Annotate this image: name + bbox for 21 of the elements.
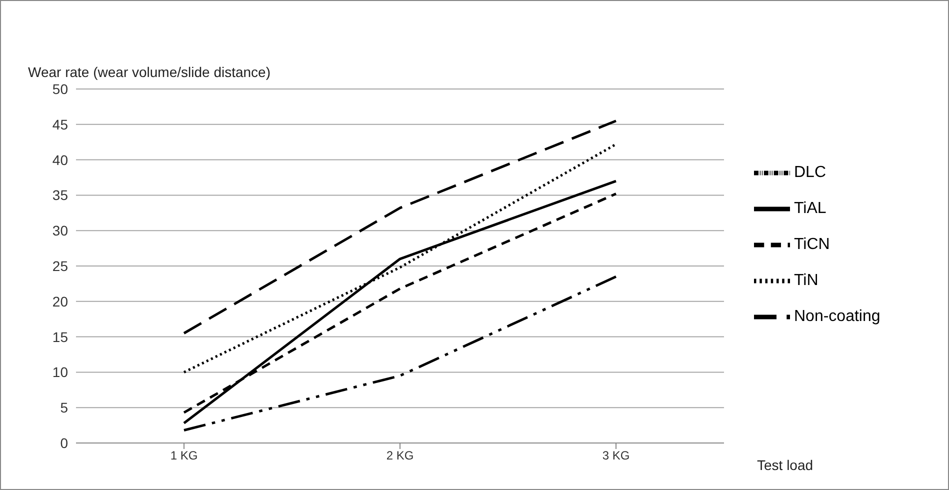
x-axis-title: Test load: [757, 457, 814, 473]
y-axis-title: Wear rate (wear volume/slide distance): [28, 64, 271, 80]
legend-label: Non-coating: [794, 308, 880, 326]
legend-label: DLC: [794, 164, 826, 182]
y-tick-label: 10: [52, 364, 68, 380]
y-tick-label: 25: [52, 258, 68, 274]
y-tick-label: 35: [52, 187, 68, 204]
x-tick-label: 2 KG: [386, 448, 414, 463]
y-tick-label: 5: [60, 400, 68, 416]
legend-label: TiCN: [794, 236, 830, 254]
y-tick-label: 20: [52, 293, 68, 310]
x-tick-label: 1 KG: [170, 448, 198, 463]
y-tick-label: 0: [60, 434, 68, 451]
y-tick-label: 15: [52, 328, 68, 345]
legend-label: TiAL: [794, 200, 826, 218]
x-tick-label: 3 KG: [602, 448, 630, 463]
legend-label: TiN: [794, 272, 818, 290]
y-tick-label: 40: [52, 152, 68, 168]
y-tick-label: 30: [52, 222, 68, 239]
y-tick-label: 50: [52, 80, 68, 97]
y-tick-label: 45: [52, 116, 68, 132]
